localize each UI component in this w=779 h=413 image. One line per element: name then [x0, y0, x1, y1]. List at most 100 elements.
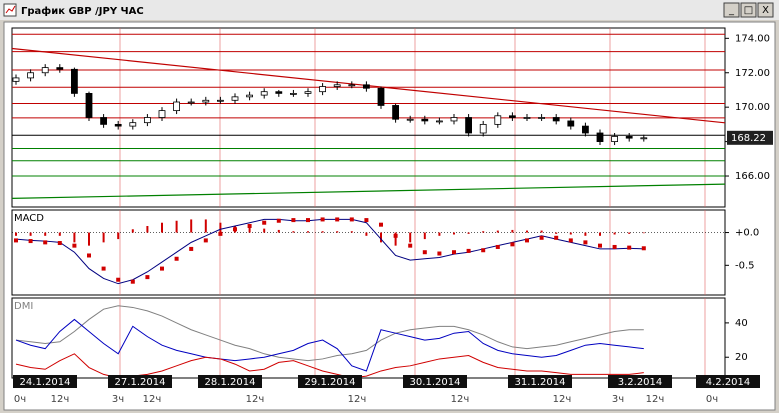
hour-label: 12ч — [348, 394, 367, 405]
date-label: 29.1.2014 — [305, 377, 356, 388]
candle-body — [12, 77, 20, 82]
signal-dot — [452, 250, 456, 255]
signal-dot — [262, 220, 267, 225]
hour-label: 12ч — [51, 394, 70, 405]
candle-body — [538, 117, 545, 119]
candle-body — [173, 101, 181, 112]
date-box — [608, 375, 672, 388]
candle-body — [333, 84, 341, 87]
date-label: 30.1.2014 — [410, 377, 461, 388]
signal-dot — [320, 217, 325, 222]
signal-dot — [28, 239, 33, 244]
window-button[interactable] — [723, 2, 740, 18]
date-label: 31.1.2014 — [515, 377, 566, 388]
date-box — [198, 375, 262, 388]
hour-label: 12ч — [246, 394, 265, 405]
date-box — [108, 375, 172, 388]
signal-dot — [43, 240, 48, 245]
candle-body — [611, 136, 618, 142]
date-label: 4.2.2014 — [706, 377, 751, 388]
hour-label: 12ч — [143, 394, 162, 405]
signal-dot — [393, 233, 398, 238]
candle-body — [479, 123, 487, 134]
candle-body — [85, 93, 93, 118]
signal-dot — [87, 253, 91, 258]
candle-body — [362, 84, 370, 89]
candle-body — [129, 122, 137, 127]
window-button[interactable] — [740, 2, 757, 18]
candle-body — [348, 84, 356, 87]
candle-body — [71, 68, 78, 94]
candle-body — [56, 67, 64, 70]
signal-dot — [583, 240, 588, 245]
signal-dot — [276, 218, 281, 223]
candle-body — [143, 117, 151, 124]
candle-body — [231, 96, 239, 101]
candle-body — [640, 137, 648, 140]
signal-dot — [130, 279, 135, 284]
candle-body — [523, 117, 531, 119]
signal-dot — [247, 223, 252, 228]
signal-dot — [335, 217, 340, 222]
window-button-label[interactable]: □ — [744, 5, 753, 16]
signal-dot — [627, 245, 632, 250]
signal-dot — [174, 256, 179, 261]
date-box — [13, 375, 77, 388]
indicator-line — [15, 318, 644, 372]
last-price-label: 168.22 — [731, 133, 766, 144]
hour-label: 3ч — [612, 394, 624, 405]
indicator-line — [15, 305, 644, 362]
date-label: 28.1.2014 — [205, 377, 256, 388]
candle-body — [216, 99, 224, 102]
candle-body — [435, 120, 443, 123]
window-title: График GBP /JPY ЧАС — [21, 5, 144, 17]
signal-dot — [437, 251, 442, 256]
candle-body — [421, 118, 429, 122]
trend-line — [11, 183, 726, 199]
signal-dot — [466, 248, 471, 253]
signal-dot — [349, 217, 354, 222]
candle-body — [260, 91, 268, 96]
candle-body — [41, 67, 49, 74]
signal-dot — [598, 243, 602, 248]
hour-label: 12ч — [553, 394, 572, 405]
candle-body — [494, 115, 502, 125]
candle-body — [158, 110, 166, 118]
signal-dot — [160, 266, 164, 271]
signal-dot — [189, 246, 194, 251]
signal-dot — [481, 248, 486, 253]
y-tick-label: 20 — [735, 352, 748, 363]
title-bar — [0, 0, 779, 20]
date-box — [508, 375, 572, 388]
candle-body — [319, 86, 327, 93]
signal-dot — [525, 238, 529, 243]
last-price-box — [727, 130, 773, 145]
signal-dot — [72, 243, 77, 248]
date-label: 3.2.2014 — [618, 377, 663, 388]
signal-dot — [539, 235, 544, 240]
candle-body — [552, 117, 560, 122]
hour-label: 12ч — [646, 394, 665, 405]
signal-dot — [641, 246, 646, 251]
signal-dot — [364, 218, 369, 223]
signal-dot — [233, 227, 237, 232]
signal-dot — [101, 266, 106, 271]
signal-dot — [408, 243, 413, 248]
y-tick-label: -0.5 — [735, 260, 755, 271]
y-tick-label: 172.00 — [735, 68, 770, 79]
candle-body — [100, 117, 107, 125]
candle-body — [582, 125, 589, 134]
hour-label: 12ч — [451, 394, 470, 405]
date-box — [298, 375, 362, 388]
candle-body — [114, 123, 122, 127]
signal-dot — [218, 231, 223, 236]
window-button-label[interactable]: X — [762, 5, 769, 16]
window-button-label[interactable]: _ — [728, 5, 735, 16]
signal-dot — [379, 222, 383, 227]
signal-dot — [510, 242, 515, 247]
window-button[interactable] — [757, 2, 774, 18]
y-tick-label: 40 — [735, 318, 748, 329]
signal-dot — [14, 238, 18, 243]
signal-dot — [612, 244, 617, 249]
